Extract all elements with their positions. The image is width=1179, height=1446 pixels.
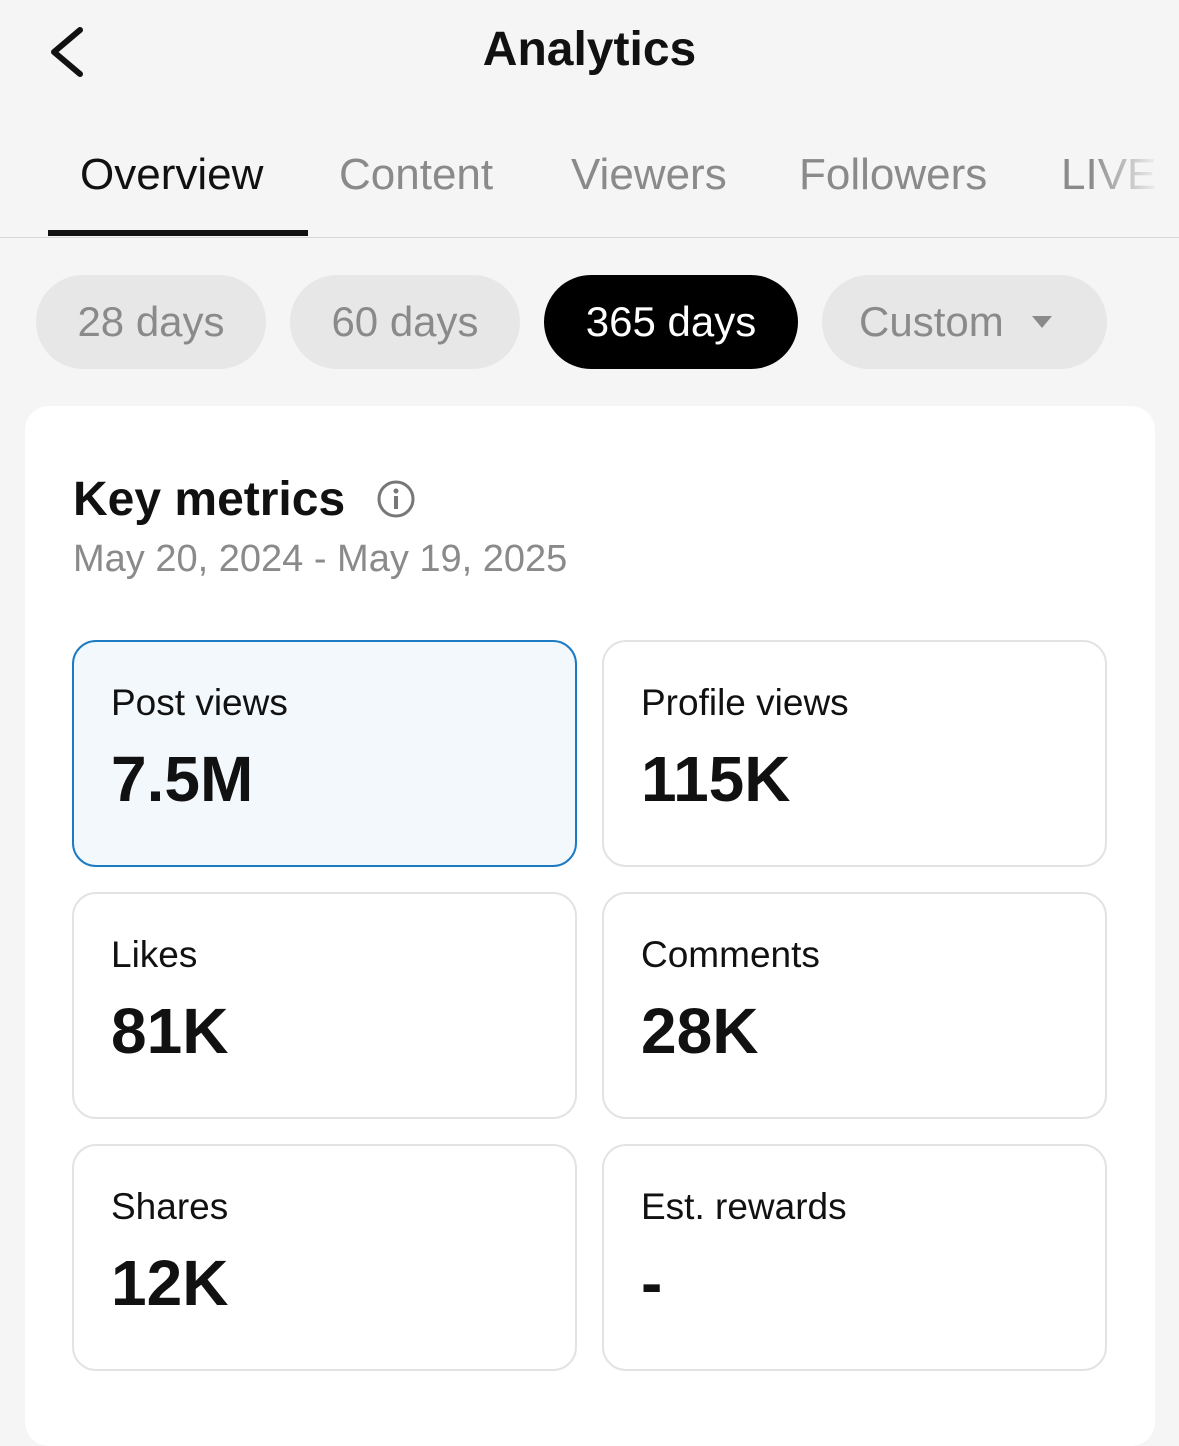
metric-value: 12K [111, 1247, 229, 1319]
pill-label: Custom [859, 298, 1004, 345]
tab[interactable]: Followers [799, 150, 988, 199]
date-range: May 20, 2024 - May 19, 2025 [73, 538, 568, 580]
divider [0, 237, 1179, 238]
metric-tile[interactable]: Post views 7.5M [72, 640, 577, 867]
metric-value: - [641, 1247, 663, 1319]
section-title: Key metrics [73, 473, 346, 526]
range-pill[interactable]: 60 days [290, 275, 520, 369]
metric-tile[interactable]: Shares 12K [72, 1144, 577, 1371]
metric-tile[interactable]: Est. rewards - [602, 1144, 1107, 1371]
info-icon[interactable] [376, 479, 416, 519]
metric-value: 28K [641, 995, 759, 1067]
metric-value: 115K [641, 743, 791, 815]
metric-value: 7.5M [111, 743, 254, 815]
tab[interactable]: Content [339, 150, 494, 199]
metric-tile[interactable]: Profile views 115K [602, 640, 1107, 867]
range-pill[interactable]: 28 days [36, 275, 266, 369]
tab[interactable]: Viewers [571, 150, 727, 199]
tab[interactable]: Overview [80, 150, 264, 199]
back-button[interactable] [40, 22, 90, 82]
range-pill[interactable]: 365 days [544, 275, 798, 369]
range-pill[interactable]: Custom [822, 275, 1107, 369]
metric-label: Post views [111, 682, 288, 723]
tab-indicator [48, 230, 308, 236]
tab-fade [1090, 118, 1179, 236]
page-title: Analytics [482, 23, 697, 76]
metric-label: Likes [111, 934, 198, 975]
metric-label: Est. rewards [641, 1186, 847, 1227]
metric-label: Shares [111, 1186, 229, 1227]
metric-label: Comments [641, 934, 820, 975]
metric-tile[interactable]: Likes 81K [72, 892, 577, 1119]
metric-tile[interactable]: Comments 28K [602, 892, 1107, 1119]
dropdown-arrow [1031, 316, 1052, 328]
metric-value: 81K [111, 995, 229, 1067]
metric-label: Profile views [641, 682, 849, 723]
